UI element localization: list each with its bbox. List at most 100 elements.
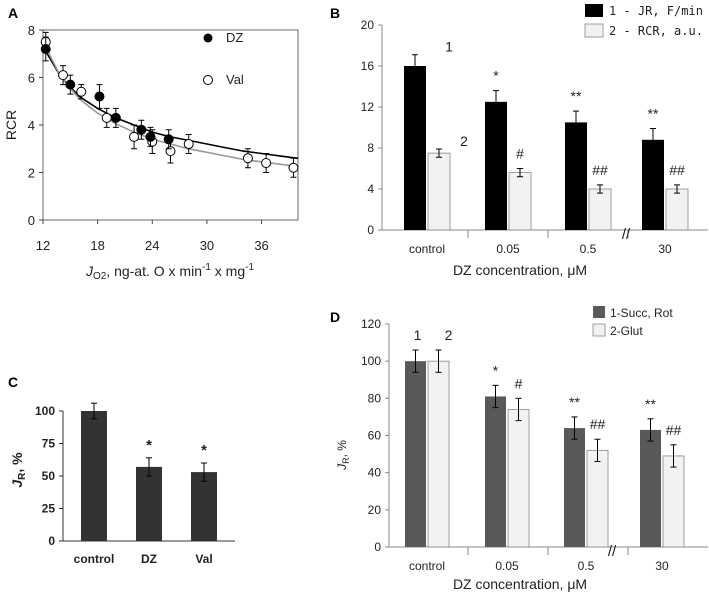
- c-category-label: control: [74, 552, 115, 566]
- panel-b-letter: B: [330, 5, 340, 21]
- a-xtick-label: 24: [145, 238, 159, 253]
- b-ytick-label: 8: [367, 141, 374, 155]
- b-errbar-s2: [517, 168, 523, 178]
- a-ytick-label: 6: [28, 71, 35, 86]
- b-ytick-label: 20: [361, 18, 375, 32]
- panel-a-ylabel: RCR: [3, 110, 19, 140]
- a-point-val: [165, 146, 176, 157]
- b-annotation-s2: #: [516, 146, 524, 162]
- d-bar-s2: [427, 360, 450, 548]
- b-errbar-s1: [650, 128, 656, 152]
- b-ytick-label: 4: [367, 182, 374, 196]
- d-errbar-s1: [492, 384, 499, 409]
- d-bar-s1: [564, 428, 585, 547]
- c-category-label: Val: [195, 552, 212, 566]
- d-category-label: 30: [655, 559, 669, 573]
- a-point-val: [129, 131, 140, 142]
- c-annotation: *: [146, 437, 152, 454]
- legend-val-label: Val: [226, 72, 244, 87]
- a-ytick-label: 2: [28, 166, 35, 181]
- legend-rcr-swatch: [584, 23, 604, 38]
- b-category-label: 0.5: [580, 242, 597, 256]
- b-errbar-s2: [597, 184, 603, 194]
- panel-a-xlabel-sup2: -1: [245, 262, 254, 273]
- b-category-label: 0.05: [496, 242, 520, 256]
- d-bar-s2: [507, 409, 530, 548]
- b-bar-s1: [404, 66, 426, 230]
- c-ytick-label: 50: [42, 469, 56, 483]
- d-annotation-s1: **: [645, 396, 656, 412]
- d-annotation-s2: ##: [666, 422, 682, 438]
- panel-a-xlabel-sub: O2: [93, 271, 107, 282]
- c-annotation: *: [201, 442, 207, 459]
- legend-rcr-label: 2 - RCR, a.u.: [609, 24, 703, 38]
- b-ytick-label: 16: [361, 59, 375, 73]
- d-axis-break: //: [608, 543, 617, 560]
- panel-a-xlabel-sup1: -1: [202, 262, 211, 273]
- b-annotation-s1: *: [493, 68, 499, 84]
- a-ytick-label: 4: [28, 118, 35, 133]
- d-ytick-label: 120: [361, 317, 381, 331]
- panel-a-letter: A: [8, 5, 18, 21]
- b-annotation-s1: 1: [445, 39, 453, 55]
- b-errbar-s1: [573, 110, 579, 135]
- a-point-dz: [110, 112, 121, 123]
- b-errbar-s1: [493, 90, 499, 114]
- a-point-dz: [65, 79, 76, 90]
- b-ytick-label: 12: [361, 100, 375, 114]
- d-bar-s1: [405, 361, 426, 547]
- b-errbar-s2: [436, 148, 442, 158]
- d-category-label: 0.5: [578, 559, 595, 573]
- c-bar: [81, 411, 107, 541]
- panel-a-xlabel-rest: , ng-at. O x min: [106, 263, 202, 279]
- b-ytick-label: 0: [367, 223, 374, 237]
- b-annotation-s1: **: [571, 88, 582, 104]
- panel-b-annotations: 1*****2### ##: [445, 39, 685, 178]
- d-bar-s2: [662, 455, 685, 548]
- panel-d-xlabel: DZ concentration, μM: [453, 576, 587, 592]
- c-errbar: [201, 462, 207, 482]
- a-xtick-label: 18: [90, 238, 104, 253]
- panel-c-axis: 0 25 50 75 100 control DZ Val: [35, 404, 235, 566]
- d-errbar-s1: [571, 416, 578, 440]
- b-category-label: control: [409, 242, 445, 256]
- a-xtick-label: 12: [36, 238, 50, 253]
- b-bar-s2: [665, 188, 689, 231]
- panel-d-ylabel-main: J: [335, 463, 349, 471]
- panel-b-xlabel: DZ concentration, μM: [453, 262, 587, 278]
- a-point-dz: [94, 91, 105, 102]
- d-annotation-s2: 2: [445, 327, 453, 343]
- a-point-val: [76, 86, 87, 97]
- panel-d-letter: D: [330, 309, 340, 325]
- b-bar-s1: [642, 139, 664, 230]
- d-errbar-s2: [435, 349, 442, 373]
- c-errbar: [146, 457, 152, 477]
- b-category-label: 30: [658, 242, 672, 256]
- a-point-dz: [136, 124, 147, 135]
- d-ytick-label: 40: [368, 466, 382, 480]
- legend-glut-label: 2-Glut: [610, 324, 643, 338]
- panel-c-letter: C: [8, 374, 18, 390]
- panel-c-ylabel-sub: R: [17, 472, 28, 480]
- panel-c-ylabel-main: J: [9, 479, 25, 488]
- a-point-val: [58, 70, 69, 81]
- c-ytick-label: 25: [42, 502, 56, 516]
- legend-succ-label: 1-Succ, Rot: [610, 306, 673, 320]
- panel-a-xlabel-main: J: [85, 263, 94, 279]
- legend-jr-swatch: [585, 4, 603, 17]
- a-point-dz: [145, 131, 156, 142]
- d-annotation-s2: #: [515, 375, 523, 391]
- panel-a-xlabel: JO2, ng-at. O x min-1 x mg-1: [85, 262, 255, 282]
- legend-dz-label: DZ: [226, 30, 243, 45]
- c-ytick-label: 0: [48, 534, 55, 548]
- legend-jr-label: 1 - JR, F/min: [609, 4, 703, 18]
- b-bar-s1: [485, 101, 507, 230]
- d-annotation-s1: **: [569, 394, 580, 410]
- b-bar-s1: [565, 122, 587, 230]
- c-ytick-label: 75: [42, 437, 56, 451]
